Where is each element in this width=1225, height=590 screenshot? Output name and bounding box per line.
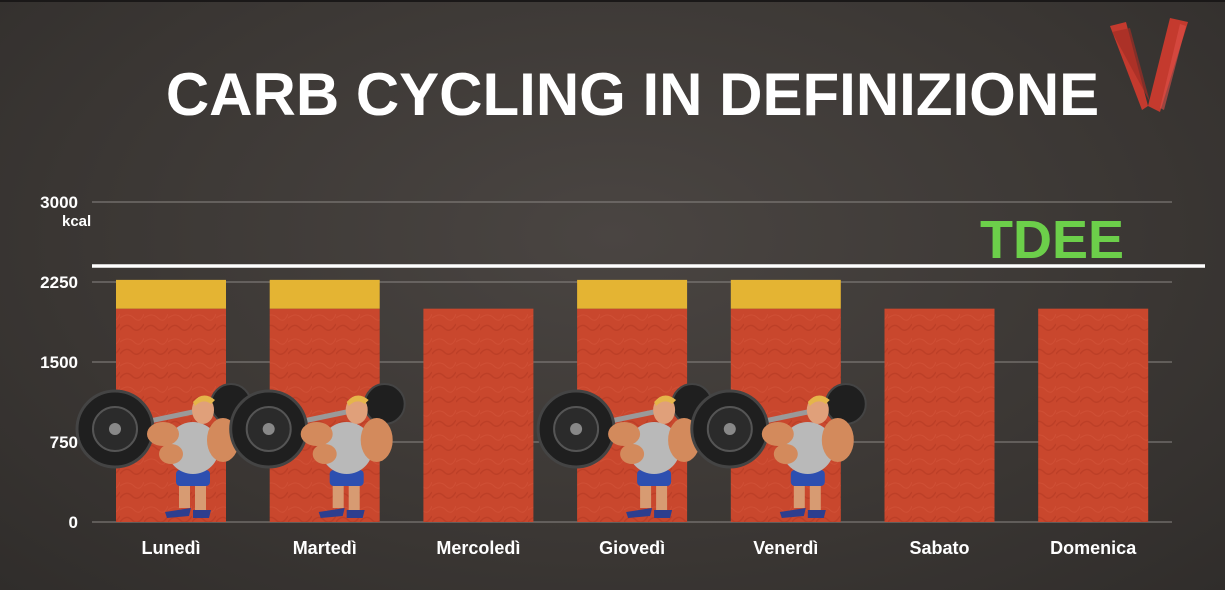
bar-extra xyxy=(577,279,688,309)
weightlifter-icon xyxy=(229,383,406,518)
top-rule xyxy=(0,0,1225,2)
bar-extra xyxy=(730,279,841,309)
y-axis-label: kcal xyxy=(62,213,91,230)
y-tick-label: 2250 xyxy=(40,273,78,292)
x-tick-label: Lunedì xyxy=(142,538,201,558)
x-tick-label: Giovedì xyxy=(599,538,665,558)
bar-base xyxy=(423,308,534,522)
bar-extra xyxy=(269,279,380,309)
weightlifter-icon xyxy=(75,383,252,518)
y-tick-label: 3000 xyxy=(40,193,78,212)
bar-base xyxy=(884,308,995,522)
v-logo-icon xyxy=(1110,18,1188,112)
y-tick-label: 0 xyxy=(69,513,78,532)
chart-title: CARB CYCLING IN DEFINIZIONE xyxy=(165,61,1100,128)
x-tick-label: Venerdì xyxy=(753,538,818,558)
y-tick-label: 750 xyxy=(50,433,78,452)
x-tick-label: Domenica xyxy=(1050,538,1137,558)
bar-extra xyxy=(116,279,226,309)
x-tick-label: Mercoledì xyxy=(436,538,520,558)
x-tick-label: Sabato xyxy=(909,538,969,558)
y-tick-label: 1500 xyxy=(40,353,78,372)
weightlifter-icon xyxy=(690,383,867,518)
x-tick-label: Martedì xyxy=(293,538,357,558)
tdee-label: TDEE xyxy=(980,210,1124,270)
bar-base xyxy=(1038,308,1149,522)
